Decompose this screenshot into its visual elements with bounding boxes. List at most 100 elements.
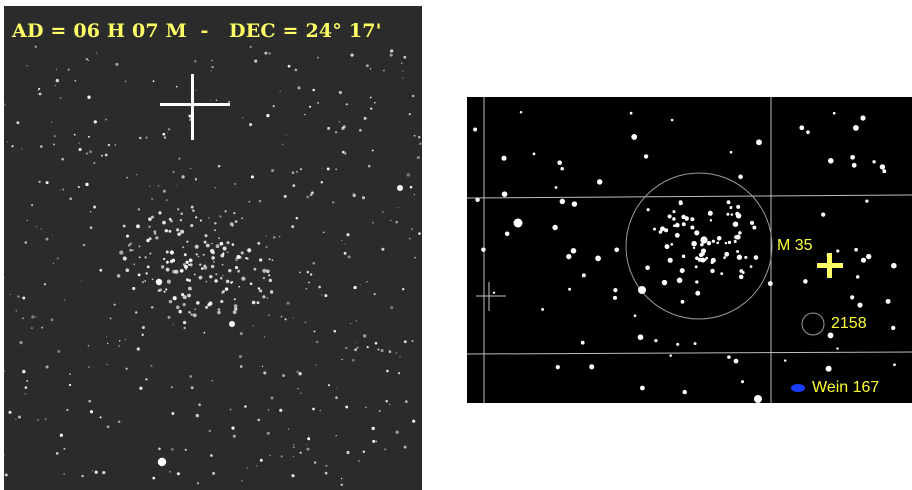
star (87, 344, 90, 347)
star (366, 346, 369, 349)
star (37, 93, 39, 95)
star (55, 68, 57, 70)
star (237, 269, 241, 273)
star (735, 211, 740, 216)
star (292, 446, 295, 448)
star (700, 236, 708, 244)
star (681, 214, 686, 220)
star (239, 332, 243, 336)
star (741, 271, 745, 274)
star (232, 310, 237, 315)
star (481, 247, 486, 252)
star (382, 69, 385, 72)
star (126, 176, 129, 179)
star (386, 369, 389, 373)
star (269, 454, 271, 456)
star (61, 157, 64, 161)
star (73, 133, 76, 136)
star (214, 279, 218, 283)
star (853, 125, 859, 131)
star (165, 250, 169, 254)
star (287, 428, 290, 430)
star (413, 194, 416, 196)
star (401, 62, 403, 64)
star (259, 258, 263, 262)
star (307, 437, 311, 441)
star (136, 347, 140, 351)
star (168, 299, 173, 304)
star (53, 262, 54, 264)
star (8, 410, 12, 414)
star (77, 185, 80, 189)
star (294, 68, 298, 72)
star (176, 228, 180, 232)
star (38, 92, 42, 96)
star (519, 111, 523, 114)
star (738, 231, 742, 235)
star (45, 181, 49, 185)
star (87, 135, 90, 138)
star (231, 426, 235, 430)
star (710, 257, 716, 263)
star (266, 269, 270, 274)
star (87, 366, 90, 368)
star (740, 380, 745, 384)
star (879, 164, 886, 170)
star (336, 387, 338, 389)
star (736, 250, 740, 253)
star (893, 363, 896, 367)
star (272, 105, 275, 108)
star (612, 295, 618, 300)
star (672, 217, 676, 221)
star (724, 251, 730, 257)
star (571, 201, 578, 207)
star (370, 107, 373, 110)
star (106, 363, 108, 366)
star (236, 255, 241, 259)
star (309, 193, 313, 197)
m35-label: M 35 (777, 237, 813, 254)
star (333, 329, 337, 333)
star (700, 257, 706, 263)
star (22, 369, 26, 374)
star (654, 338, 658, 343)
star (166, 132, 168, 134)
star (732, 221, 739, 227)
star (356, 346, 359, 349)
star (185, 278, 189, 282)
star (266, 296, 269, 300)
star (412, 420, 414, 422)
star (736, 204, 741, 209)
star (595, 255, 601, 262)
star (799, 125, 805, 131)
star (170, 386, 173, 389)
star (117, 420, 121, 424)
star (283, 194, 287, 198)
chart-grid (467, 97, 912, 403)
star (313, 461, 317, 464)
star (107, 342, 109, 345)
star (162, 132, 166, 136)
star (860, 115, 866, 121)
star (240, 251, 244, 255)
star (24, 393, 27, 395)
star (767, 281, 773, 287)
star (50, 318, 54, 322)
star (300, 392, 302, 394)
star (504, 231, 510, 237)
star (53, 143, 55, 146)
star (388, 403, 391, 406)
star (160, 265, 165, 269)
star (346, 450, 350, 455)
star (736, 254, 743, 260)
star (865, 199, 869, 203)
star (257, 241, 261, 245)
star (324, 471, 328, 475)
star (836, 347, 839, 350)
star (653, 227, 656, 231)
star (855, 275, 860, 279)
star (55, 452, 59, 455)
star (220, 299, 224, 304)
star (171, 412, 175, 415)
star (366, 281, 368, 283)
